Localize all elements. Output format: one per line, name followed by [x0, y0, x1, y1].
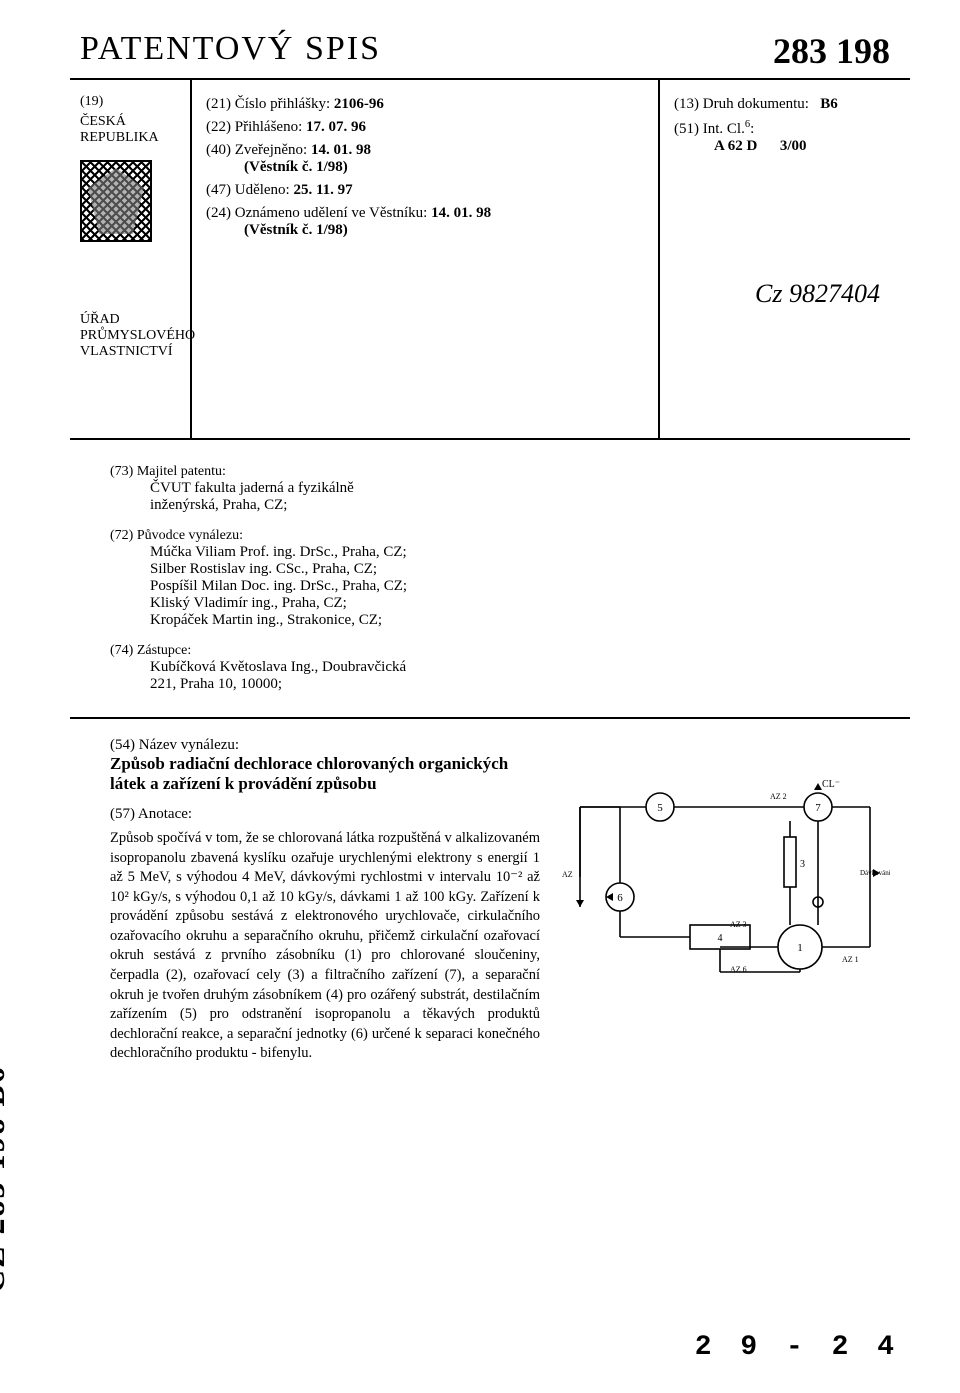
f24-label: (24) Oznámeno udělení ve Věstníku: [206, 205, 427, 221]
field-47: (47) Uděleno: 25. 11. 97 [206, 182, 644, 199]
state-emblem [80, 160, 152, 242]
col-right: (13) Druh dokumentu: B6 (51) Int. Cl.6: … [660, 80, 910, 438]
f72-val: Múčka Viliam Prof. ing. DrSc., Praha, CZ… [110, 544, 890, 629]
f51-group: 3/00 [780, 138, 807, 154]
svg-text:AZ 2: AZ 2 [770, 792, 787, 801]
f72-label: (72) Původce vynálezu: [110, 528, 890, 544]
f24-val: 14. 01. 98 [431, 205, 491, 221]
col-mid: (21) Číslo přihlášky: 2106-96 (22) Přihl… [190, 80, 660, 438]
field-57: (57) Anotace: Způsob spočívá v tom, že s… [110, 806, 540, 1064]
svg-text:AZ 3: AZ 3 [730, 920, 747, 929]
f51-colon: : [750, 121, 754, 137]
f73-label: (73) Majitel patentu: [110, 464, 890, 480]
f57-val: Způsob spočívá v tom, že se chlorovaná l… [110, 829, 540, 1064]
f40-label: (40) Zveřejněno: [206, 142, 307, 158]
country: ČESKÁ REPUBLIKA [80, 114, 184, 146]
svg-text:CL⁻: CL⁻ [822, 779, 840, 790]
parties-block: (73) Majitel patentu: ČVUT fakulta jader… [70, 440, 910, 719]
doc-number: 283 198 [773, 30, 910, 72]
biblio-block: (19) ČESKÁ REPUBLIKA ÚŘAD PRŮMYSLOVÉHO V… [70, 80, 910, 440]
field-72: (72) Původce vynálezu: Múčka Viliam Prof… [110, 528, 890, 629]
code-19: (19) [80, 94, 184, 110]
f24-note: (Věstník č. 1/98) [206, 222, 644, 239]
svg-text:3: 3 [800, 859, 805, 870]
field-22: (22) Přihlášeno: 17. 07. 96 [206, 119, 644, 136]
handwritten-note: Cz 9827404 [674, 279, 900, 309]
f40-note: (Věstník č. 1/98) [206, 159, 644, 176]
page-stamp: 2 9 - 2 4 [695, 1332, 900, 1363]
field-51: (51) Int. Cl.6: A 62 D 3/00 [674, 119, 900, 155]
f47-val: 25. 11. 97 [293, 182, 352, 198]
col-left: (19) ČESKÁ REPUBLIKA ÚŘAD PRŮMYSLOVÉHO V… [70, 80, 190, 438]
svg-text:5: 5 [657, 802, 663, 814]
f22-val: 17. 07. 96 [306, 119, 366, 135]
field-40: (40) Zveřejněno: 14. 01. 98 (Věstník č. … [206, 142, 644, 176]
f13-label: (13) Druh dokumentu: [674, 96, 809, 112]
svg-text:1: 1 [797, 942, 803, 954]
side-code: CZ 283 198 B6 [0, 1065, 12, 1293]
f54-val: Způsob radiační dechlorace chlorovaných … [110, 754, 540, 794]
f74-label: (74) Zástupce: [110, 643, 890, 659]
header-row: PATENTOVÝ SPIS 283 198 [70, 30, 910, 80]
f54-label: (54) Název vynálezu: [110, 737, 540, 754]
f13-val: B6 [820, 96, 838, 112]
field-24: (24) Oznámeno udělení ve Věstníku: 14. 0… [206, 205, 644, 239]
f74-val: Kubíčková Květoslava Ing., Doubravčická … [110, 659, 890, 693]
field-73: (73) Majitel patentu: ČVUT fakulta jader… [110, 464, 890, 514]
f40-val: 14. 01. 98 [311, 142, 371, 158]
f47-label: (47) Uděleno: [206, 182, 290, 198]
f51-class: A 62 D [714, 138, 757, 154]
flow-diagram: 57CL⁻AZ 2146AZ3AZ 3AZ 6AZ 1Dávkování [560, 777, 890, 987]
lower-block: (54) Název vynálezu: Způsob radiační dec… [70, 719, 910, 1074]
svg-text:7: 7 [815, 802, 821, 814]
svg-text:AZ 1: AZ 1 [842, 955, 859, 964]
field-21: (21) Číslo přihlášky: 2106-96 [206, 96, 644, 113]
f73-val: ČVUT fakulta jaderná a fyzikálně inženýr… [110, 480, 890, 514]
field-74: (74) Zástupce: Kubíčková Květoslava Ing.… [110, 643, 890, 693]
svg-text:AZ: AZ [562, 870, 573, 879]
lower-left: (54) Název vynálezu: Způsob radiační dec… [110, 737, 560, 1064]
field-13: (13) Druh dokumentu: B6 [674, 96, 900, 113]
f51-label: (51) Int. Cl. [674, 121, 745, 137]
f21-label: (21) Číslo přihlášky: [206, 96, 330, 112]
f22-label: (22) Přihlášeno: [206, 119, 302, 135]
svg-text:4: 4 [718, 933, 723, 944]
svg-text:6: 6 [617, 892, 623, 904]
doc-title: PATENTOVÝ SPIS [70, 30, 773, 68]
f57-label: (57) Anotace: [110, 806, 540, 823]
field-54: (54) Název vynálezu: Způsob radiační dec… [110, 737, 540, 794]
diagram-container: 57CL⁻AZ 2146AZ3AZ 3AZ 6AZ 1Dávkování [560, 737, 900, 1064]
office-name: ÚŘAD PRŮMYSLOVÉHO VLASTNICTVÍ [80, 312, 184, 360]
f21-val: 2106-96 [334, 96, 384, 112]
